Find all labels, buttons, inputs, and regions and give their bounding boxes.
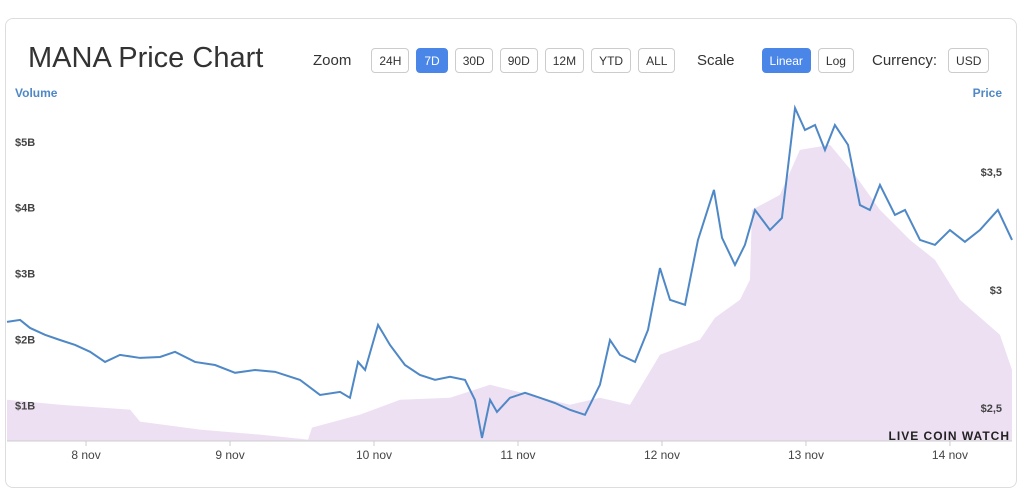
y2-tick-label: $3,5 <box>981 167 1002 179</box>
scale-group: Scale Linear Log <box>697 48 854 73</box>
x-tick-label: 10 nov <box>356 448 392 462</box>
scale-button[interactable]: Linear <box>761 48 811 73</box>
x-tick-label: 11 nov <box>500 448 535 462</box>
y2-tick-label: $3 <box>990 285 1002 297</box>
zoom-group: Zoom 24H 7D 30D 90D 12M YTD ALL <box>313 48 676 73</box>
watermark: LIVE COIN WATCH <box>889 429 1010 443</box>
zoom-button[interactable]: 24H <box>371 48 410 73</box>
price-line <box>6 104 1013 439</box>
y2-tick-label: $2,5 <box>981 403 1002 415</box>
chart: $1B $2B $3B $4B $5B $2,5 $3 $3,5 8 nov 9 nov 10 no… <box>6 86 1013 462</box>
y-tick-label: $3B <box>15 269 35 281</box>
y-axis-title: Volume <box>15 86 58 100</box>
volume-area <box>7 144 1012 441</box>
zoom-button[interactable]: 7D <box>416 48 448 73</box>
page: MANA Price Chart Zoom 24H 7D 30D 90D 12M YTD A… <box>5 18 1017 488</box>
x-tick-label: 14 nov <box>932 448 968 462</box>
zoom-button[interactable]: 30D <box>454 48 493 73</box>
x-tick-label: 8 nov <box>71 448 100 462</box>
zoom-label: Zoom <box>313 52 352 69</box>
x-tick-label: 9 nov <box>215 448 244 462</box>
currency-group: Currency: USD <box>872 48 990 73</box>
x-tick-label: 12 nov <box>644 448 680 462</box>
scale-button[interactable]: Log <box>817 48 854 73</box>
zoom-button[interactable]: YTD <box>591 48 632 73</box>
scale-label: Scale <box>697 52 735 69</box>
y-tick-label: $5B <box>15 137 35 149</box>
zoom-button[interactable]: 12M <box>544 48 585 73</box>
y2-axis-title: Price <box>973 86 1003 100</box>
zoom-button[interactable]: ALL <box>638 48 676 73</box>
currency-label: Currency: <box>872 52 938 69</box>
currency-button[interactable]: USD <box>948 48 990 73</box>
x-tick-label: 13 nov <box>788 448 824 462</box>
chart-title: MANA Price Chart <box>28 42 264 74</box>
y-tick-label: $2B <box>15 335 35 347</box>
y-tick-label: $1B <box>15 401 35 413</box>
zoom-button[interactable]: 90D <box>499 48 538 73</box>
y-tick-label: $4B <box>15 203 35 215</box>
